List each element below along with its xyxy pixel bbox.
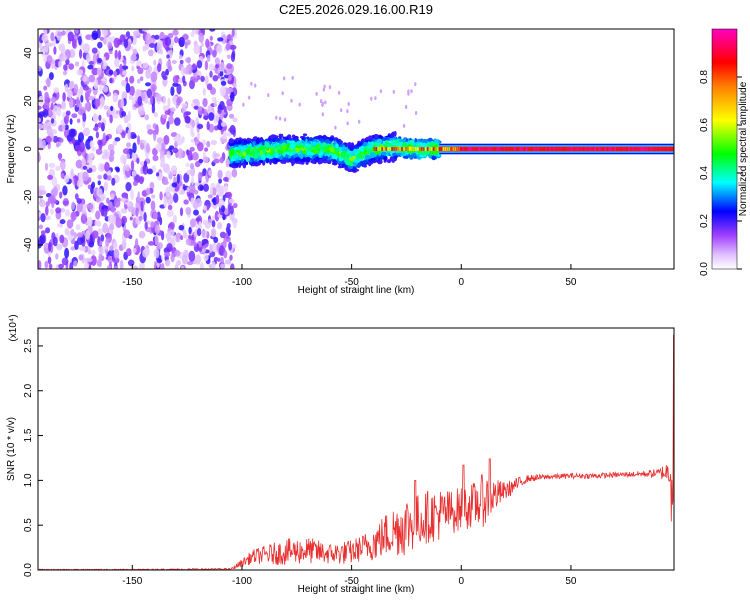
colorbar-tick-label: 0.4	[699, 166, 710, 180]
spectrogram-x-label: Height of straight line (km)	[298, 285, 415, 296]
y-tick-label: 2.5	[23, 339, 34, 353]
x-tick-label: -100	[232, 576, 252, 587]
y-tick-label: 0.0	[23, 563, 34, 577]
snr-x-label: Height of straight line (km)	[298, 584, 415, 595]
snr-y-label: SNR (10 * v/v)	[6, 417, 17, 481]
x-tick-label: -50	[344, 576, 359, 587]
x-tick-label: 0	[458, 277, 464, 288]
y-tick-label: 0	[23, 146, 34, 152]
colorbar-tick-label: 0.2	[699, 214, 710, 228]
colorbar-tick-label: 0.6	[699, 118, 710, 132]
x-tick-label: -50	[344, 277, 359, 288]
spectrogram-x-ticks: -150 -100 -50 0 50	[122, 264, 577, 288]
y-tick-label: 1.0	[23, 473, 34, 487]
spectrogram-signal-band	[228, 75, 443, 173]
x-tick-label: 50	[565, 277, 577, 288]
colorbar-tick-label: 0.0	[699, 262, 710, 276]
y-tick-label: -20	[23, 189, 34, 204]
figure-title: C2E5.2026.029.16.00.R19	[279, 2, 433, 17]
y-tick-label: 0.5	[23, 518, 34, 532]
x-tick-label: 50	[565, 576, 577, 587]
y-tick-label: 40	[23, 47, 34, 59]
snr-y-scale-label: (x10⁴)	[8, 314, 19, 341]
spectrogram-y-ticks: -40 -20 0 20 40	[23, 47, 43, 252]
spectrogram-noise-region	[38, 29, 238, 269]
colorbar-gradient	[711, 28, 738, 270]
colorbar-label: Normalized spectral amplitude	[738, 81, 749, 216]
x-tick-label: 0	[458, 576, 464, 587]
snr-x-ticks: -150 -100 -50 0 50	[122, 565, 577, 587]
spectrogram-y-label: Frequency (Hz)	[6, 115, 17, 184]
colorbar-ticks: 0.0 0.2 0.4 0.6 0.8	[699, 70, 742, 276]
colorbar-tick-label: 0.8	[699, 70, 710, 84]
x-tick-label: -100	[232, 277, 252, 288]
snr-y-ticks: 0.0 0.5 1.0 1.5 2.0 2.5	[23, 339, 43, 577]
snr-series-line	[38, 334, 674, 570]
x-tick-label: -150	[122, 576, 142, 587]
spectrogram-panel: -150 -100 -50 0 50 -40 -20 0 20 40 Height of str…	[6, 28, 675, 296]
y-tick-label: -40	[23, 237, 34, 252]
snr-frame	[37, 327, 675, 571]
x-tick-label: -150	[122, 277, 142, 288]
y-tick-label: 1.5	[23, 428, 34, 442]
snr-panel: -150 -100 -50 0 50 0.0 0.5 1.0 1.5 2.0 2.5 Height…	[6, 314, 675, 595]
y-tick-label: 2.0	[23, 383, 34, 397]
colorbar: 0.0 0.2 0.4 0.6 0.8 Normalized spectral ampl…	[699, 28, 749, 276]
y-tick-label: 20	[23, 95, 34, 107]
spectrogram-carrier-line	[373, 143, 674, 155]
